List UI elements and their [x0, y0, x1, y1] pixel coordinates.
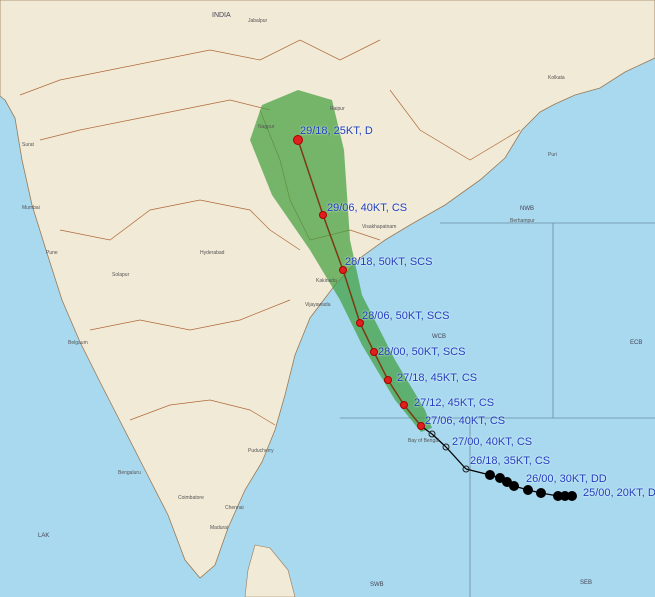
city-label: Mumbai — [22, 205, 40, 211]
track-label: 28/06, 50KT, SCS — [362, 310, 450, 322]
depression-point[interactable] — [523, 485, 533, 495]
forecast-point[interactable] — [400, 401, 408, 409]
track-label: 28/00, 50KT, SCS — [378, 346, 466, 358]
forecast-cone — [250, 90, 432, 432]
sri-lanka — [244, 544, 296, 597]
track-label: 29/06, 40KT, CS — [327, 202, 408, 214]
city-label: Hyderabad — [200, 250, 225, 256]
forecast-point[interactable] — [339, 266, 347, 274]
india-landmass — [0, 0, 655, 579]
city-label: Coimbatore — [178, 495, 204, 501]
city-label: Pune — [46, 250, 58, 256]
city-label: Nagpur — [258, 124, 275, 130]
track-label: 27/18, 45KT, CS — [397, 372, 478, 384]
depression-point[interactable] — [536, 488, 546, 498]
city-label: Vijayawada — [305, 302, 331, 308]
track-segment — [445, 446, 467, 470]
city-label: Chennai — [225, 505, 244, 511]
track-label: 25/00, 20KT, D — [583, 487, 655, 499]
city-label: Kakinada — [316, 278, 337, 284]
region-label-nwb: NWB — [520, 206, 534, 212]
grid-lines — [340, 222, 655, 597]
region-label-lak: LAK — [38, 533, 50, 539]
forecast-point[interactable] — [319, 211, 327, 219]
city-label: Jabalpur — [248, 18, 268, 24]
track-segment — [403, 404, 422, 427]
forecast-point[interactable] — [293, 135, 303, 145]
city-label: Raipur — [330, 106, 345, 112]
cyclone-symbol-icon[interactable] — [442, 443, 450, 451]
forecast-point[interactable] — [370, 348, 378, 356]
track-label: 28/18, 50KT, SCS — [345, 256, 433, 268]
depression-point[interactable] — [567, 491, 577, 501]
track-label: 27/06, 40KT, CS — [425, 415, 506, 427]
track-segment — [387, 379, 405, 406]
track-label: 26/18, 35KT, CS — [470, 455, 551, 467]
water-label: Bay of Bengal — [408, 438, 440, 444]
forecast-point[interactable] — [384, 376, 392, 384]
track-label: 27/12, 45KT, CS — [414, 397, 495, 409]
city-label: Berhampur — [510, 218, 535, 224]
region-label-seb: SEB — [580, 580, 593, 586]
track-label: 29/18, 25KT, D — [300, 125, 373, 137]
track-label: 26/00, 30KT, DD — [526, 473, 607, 485]
city-label: Visakhapatnam — [362, 224, 397, 230]
city-label: Madurai — [210, 525, 229, 531]
forecast-point[interactable] — [417, 422, 425, 430]
city-label: Kolkata — [548, 75, 565, 81]
depression-point[interactable] — [509, 481, 519, 491]
country-label: INDIA — [212, 12, 231, 19]
track-label: 27/00, 40KT, CS — [452, 436, 533, 448]
track-segment — [322, 214, 344, 271]
track-lines — [293, 135, 577, 501]
city-label: Solapur — [112, 272, 130, 278]
city-label: Belgaum — [68, 340, 88, 346]
city-label: Bengaluru — [118, 470, 141, 476]
track-segment — [359, 322, 375, 353]
depression-point[interactable] — [485, 470, 495, 480]
forecast-point[interactable] — [356, 319, 364, 327]
cyclone-symbol-icon[interactable] — [462, 465, 470, 473]
track-segment — [297, 139, 324, 216]
region-label-swb: SWB — [370, 582, 384, 588]
region-label-ecb: ECB — [630, 340, 643, 346]
region-label-wcb: WCB — [432, 334, 446, 340]
city-label: Surat — [22, 142, 34, 148]
cyclone-symbol-icon[interactable] — [428, 430, 436, 438]
city-label: Puducherry — [248, 448, 274, 454]
track-segment — [373, 351, 389, 381]
track-segment — [342, 269, 361, 324]
city-label: Puri — [548, 152, 557, 158]
